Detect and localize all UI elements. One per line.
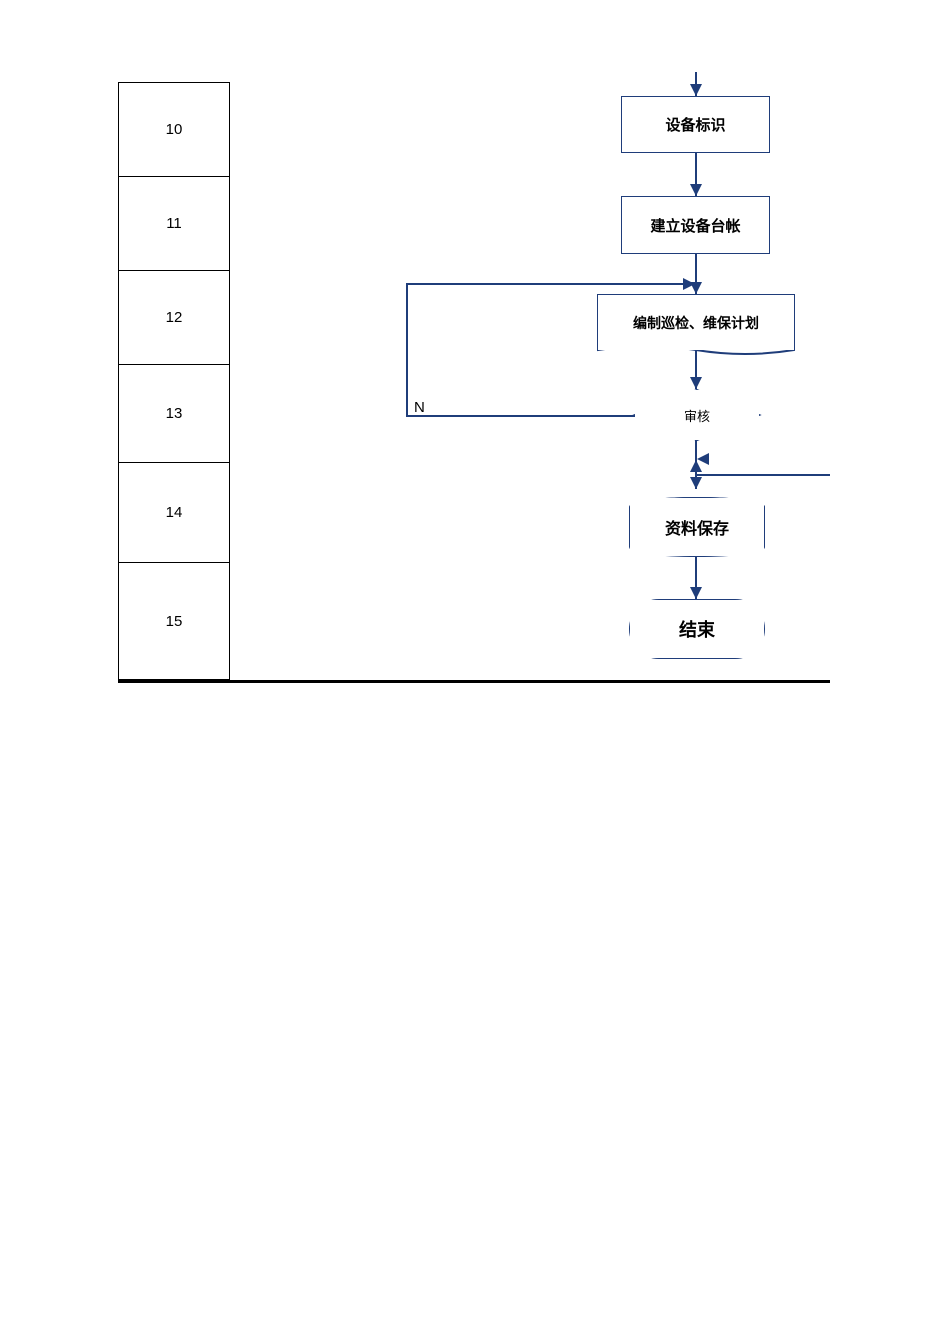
step-cell: 14	[118, 462, 230, 562]
step-cell: 12	[118, 270, 230, 364]
flow-node-n13: 审核	[635, 390, 759, 440]
flow-node-n14: 资料保存	[630, 498, 764, 556]
flow-node-n15: 结束	[630, 600, 764, 658]
edge-label: N	[414, 399, 425, 416]
flow-node-n11: 建立设备台帐	[622, 197, 769, 253]
diagram-page: 101112131415 设备标识建立设备台帐编制巡检、维保计划审核资料保存结束…	[0, 0, 945, 1337]
step-cell: 15	[118, 562, 230, 680]
table-bottom-rule	[118, 680, 830, 683]
step-number-table: 101112131415	[118, 82, 230, 680]
flow-node-n10: 设备标识	[622, 97, 769, 152]
step-cell: 13	[118, 364, 230, 462]
flow-node-n12: 编制巡检、维保计划	[598, 295, 794, 350]
step-cell: 11	[118, 176, 230, 270]
step-cell: 10	[118, 82, 230, 176]
